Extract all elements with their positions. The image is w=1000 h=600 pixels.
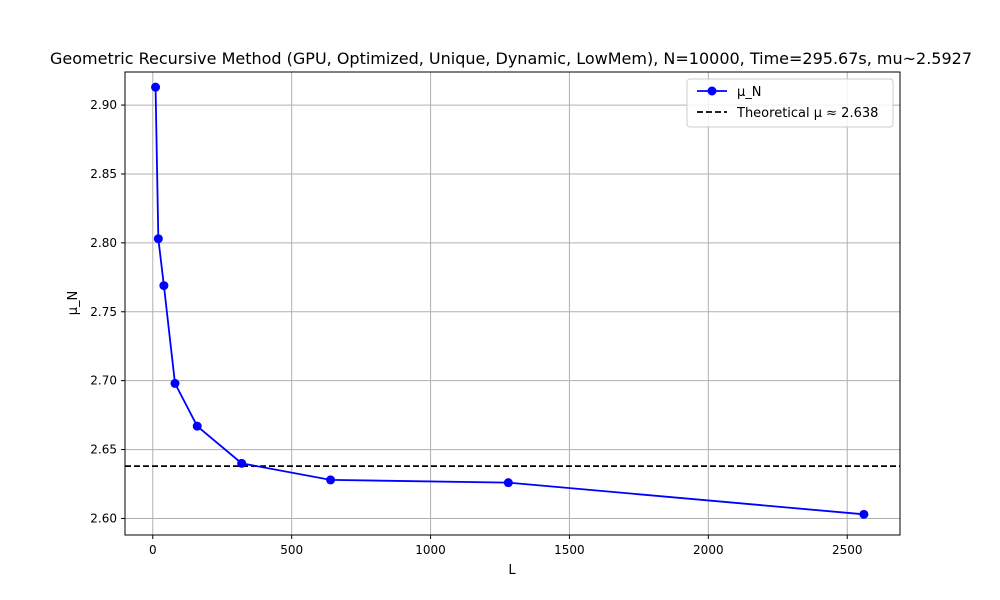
- data-point: [859, 509, 869, 519]
- legend-label-mu-n: μ_N: [737, 85, 762, 100]
- x-axis: 0 500 1000 1500 2000 2500: [149, 535, 863, 557]
- grid: [125, 72, 900, 535]
- x-axis-label: L: [508, 563, 516, 578]
- x-tick-label: 1000: [415, 543, 446, 557]
- data-point: [159, 281, 169, 291]
- data-point: [503, 478, 513, 488]
- y-tick-label: 2.90: [90, 98, 117, 112]
- y-axis-label: μ_N: [66, 291, 81, 316]
- series-layer: [151, 82, 869, 519]
- plot-frame: [124, 71, 901, 536]
- y-tick-label: 2.70: [90, 374, 117, 388]
- data-point: [192, 421, 202, 431]
- legend: μ_N Theoretical μ ≈ 2.638: [686, 78, 894, 128]
- y-tick-label: 2.85: [90, 167, 117, 181]
- x-tick-label: 0: [149, 543, 157, 557]
- data-point: [326, 475, 336, 485]
- data-point: [170, 378, 180, 388]
- legend-box: [686, 78, 894, 128]
- chart-title: Geometric Recursive Method (GPU, Optimiz…: [50, 49, 972, 68]
- y-tick-label: 2.75: [90, 305, 117, 319]
- x-tick-label: 2000: [693, 543, 724, 557]
- x-tick-label: 1500: [554, 543, 585, 557]
- x-tick-label: 2500: [832, 543, 863, 557]
- data-point: [153, 234, 163, 244]
- y-tick-label: 2.80: [90, 236, 117, 250]
- data-point: [151, 82, 161, 92]
- y-axis: 2.60 2.65 2.70 2.75 2.80 2.85 2.90: [90, 98, 125, 525]
- y-tick-label: 2.65: [90, 443, 117, 457]
- data-point: [237, 458, 247, 468]
- y-tick-label: 2.60: [90, 511, 117, 525]
- x-tick-label: 500: [280, 543, 303, 557]
- legend-marker-mu-n: [707, 86, 717, 96]
- legend-label-theoretical: Theoretical μ ≈ 2.638: [736, 106, 878, 121]
